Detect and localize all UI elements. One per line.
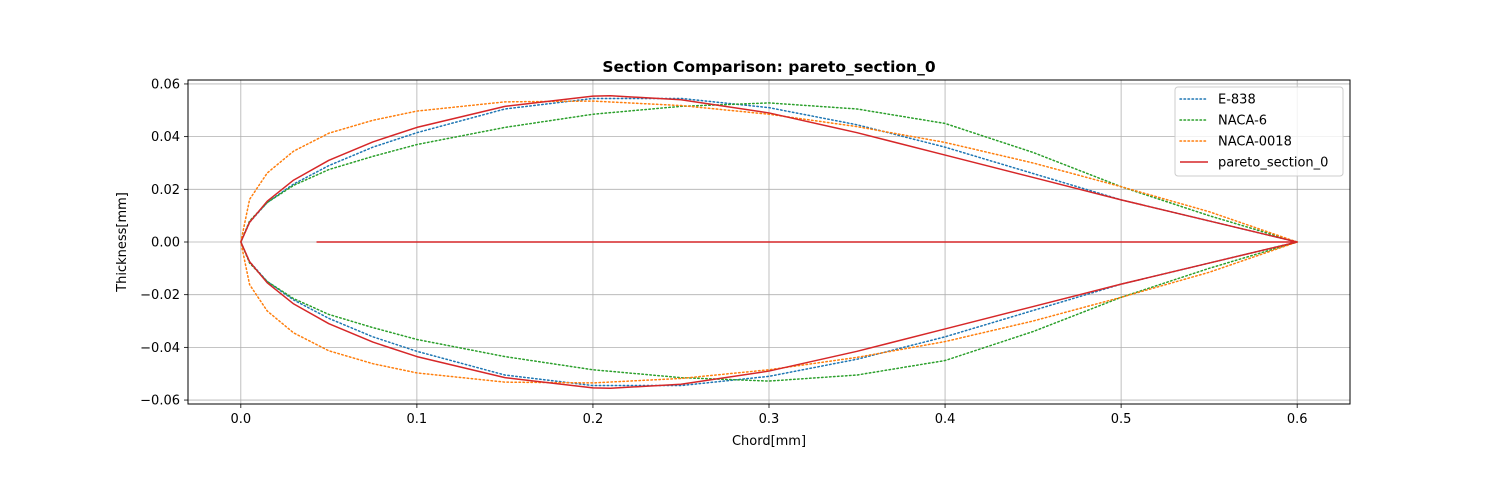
x-tick-label: 0.1 — [407, 412, 428, 427]
x-axis-title: Chord[mm] — [732, 434, 806, 449]
x-tick-label: 0.6 — [1287, 412, 1308, 427]
ticks: 0.0 0.1 0.2 0.3 0.4 0.5 0.6 0.06 0.04 0.02 0.00 −0.… — [140, 77, 1307, 427]
chart-title: Section Comparison: pareto_section_0 — [602, 58, 935, 76]
y-axis-title: Thickness[mm] — [115, 192, 130, 293]
x-tick-label: 0.2 — [583, 412, 604, 427]
x-tick-label: 0.4 — [935, 412, 956, 427]
y-tick-label: 0.04 — [151, 130, 180, 145]
y-tick-label: −0.02 — [140, 288, 180, 303]
x-tick-label: 0.5 — [1111, 412, 1132, 427]
y-tick-label: 0.06 — [151, 77, 180, 92]
series-group — [240, 95, 1298, 389]
y-tick-label: 0.00 — [151, 236, 180, 251]
y-tick-label: −0.04 — [140, 341, 180, 356]
x-tick-label: 0.0 — [230, 412, 251, 427]
y-tick-label: 0.02 — [151, 183, 180, 198]
y-tick-label: −0.06 — [140, 394, 180, 409]
legend-label: NACA-6 — [1218, 114, 1267, 129]
x-tick-label: 0.3 — [759, 412, 780, 427]
legend: E-838 NACA-6 NACA-0018 pareto_section_0 — [1174, 86, 1344, 177]
legend-label: E-838 — [1218, 93, 1256, 108]
legend-label: pareto_section_0 — [1218, 156, 1328, 171]
legend-box — [1174, 86, 1344, 177]
legend-label: NACA-0018 — [1218, 135, 1292, 150]
series-line-pareto-section-0 — [240, 95, 1298, 389]
